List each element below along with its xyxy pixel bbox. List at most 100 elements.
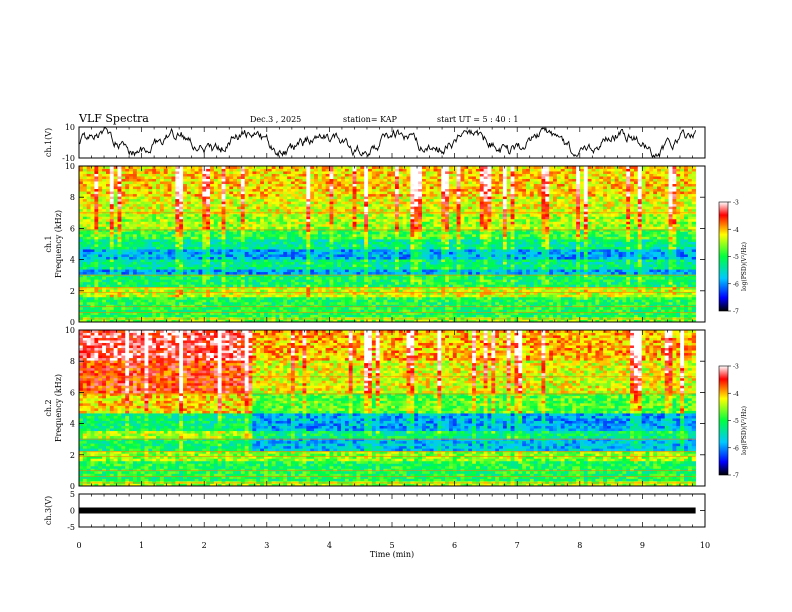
spectrogram-cell	[159, 281, 165, 285]
spectrogram-cell	[279, 259, 284, 263]
spectrogram-cell	[129, 311, 134, 315]
spectrogram-cell	[364, 176, 369, 179]
spectrogram-cell	[109, 269, 115, 273]
spectrogram-cell	[314, 289, 319, 293]
spectrogram-cell	[263, 306, 269, 310]
spectrogram-cell	[94, 271, 99, 275]
spectrogram-cell	[86, 178, 91, 182]
spectrogram-cell	[163, 301, 169, 305]
spectrogram-cell	[290, 206, 296, 210]
spectrogram-cell	[321, 296, 327, 300]
spectrogram-cell	[213, 299, 219, 303]
spectrogram-cell	[348, 291, 354, 295]
spectrogram-cell	[244, 221, 249, 225]
spectrogram-cell	[198, 286, 203, 290]
spectrogram-cell	[82, 276, 88, 280]
spectrogram-cell	[79, 216, 84, 220]
spectrogram-cell	[221, 249, 226, 252]
spectrogram-cell	[256, 166, 261, 169]
spectrogram-cell	[283, 249, 288, 252]
spectrogram-cell	[98, 304, 103, 308]
spectrogram-cell	[240, 188, 246, 192]
spectrogram-cell	[213, 241, 219, 245]
spectrogram-cell	[206, 171, 211, 174]
spectrogram-cell	[186, 176, 192, 179]
spectrogram-cell	[348, 301, 354, 305]
spectrogram-cell	[186, 289, 192, 293]
spectrogram-cell	[317, 173, 323, 177]
spectrogram-cell	[279, 181, 284, 185]
spectrogram-cell	[202, 186, 207, 190]
spectrogram-cell	[79, 259, 84, 263]
spectrogram-cell	[244, 246, 249, 250]
spectrogram-cell	[171, 269, 176, 273]
spectrogram-cell	[179, 264, 184, 268]
spectrogram-cell	[271, 319, 276, 323]
spectrogram-cell	[267, 168, 273, 172]
spectrogram-cell	[287, 256, 292, 260]
spectrogram-cell	[310, 226, 315, 230]
spectrogram-cell	[183, 291, 188, 295]
spectrogram-cell	[333, 286, 338, 290]
spectrogram-cell	[229, 208, 234, 212]
spectrogram-cell	[263, 316, 269, 320]
spectrogram-cell	[109, 178, 115, 182]
spectrogram-cell	[144, 206, 149, 210]
spectrogram-cell	[152, 193, 157, 197]
spectrogram-cell	[325, 316, 330, 320]
spectrogram-cell	[237, 314, 242, 318]
spectrogram-cell	[98, 306, 103, 310]
spectrogram-cell	[294, 171, 300, 174]
spectrogram-cell	[310, 279, 315, 283]
spectrogram-cell	[364, 233, 369, 237]
spectrogram-cell	[206, 186, 211, 190]
spectrogram-cell	[210, 244, 215, 247]
spectrogram-cell	[179, 231, 184, 235]
spectrogram-cell	[237, 309, 242, 313]
spectrogram-cell	[105, 316, 111, 320]
spectrogram-cell	[267, 306, 273, 310]
spectrogram-cell	[360, 188, 365, 192]
spectrogram-cell	[341, 203, 346, 207]
spectrogram-cell	[194, 286, 199, 290]
spectrogram-cell	[348, 299, 354, 303]
spectrogram-cell	[94, 261, 99, 265]
spectrogram-cell	[79, 276, 84, 280]
spectrogram-cell	[194, 296, 199, 300]
spectrogram-cell	[290, 244, 296, 247]
spectrogram-cell	[202, 183, 207, 187]
spectrogram-cell	[302, 203, 307, 207]
spectrogram-cell	[244, 244, 249, 247]
spectrogram-cell	[244, 264, 249, 268]
spectrogram-cell	[117, 271, 122, 275]
spectrogram-cell	[167, 231, 172, 235]
spectrogram-cell	[260, 173, 265, 177]
spectrogram-cell	[364, 181, 369, 185]
spectrogram-cell	[148, 183, 153, 187]
spectrogram-cell	[348, 251, 354, 255]
spectrogram-cell	[190, 294, 196, 298]
spectrogram-cell	[344, 284, 350, 288]
spectrogram-cell	[298, 203, 303, 207]
spectrogram-cell	[337, 191, 342, 195]
spectrogram-cell	[202, 259, 207, 263]
spectrogram-cell	[279, 314, 284, 318]
spectrogram-cell	[117, 193, 122, 197]
spectrogram-cell	[252, 198, 257, 202]
spectrogram-cell	[121, 178, 126, 182]
spectrogram-cell	[263, 176, 269, 179]
spectrogram-cell	[275, 299, 280, 303]
spectrogram-cell	[287, 304, 292, 308]
spectrogram-cell	[90, 269, 95, 273]
spectrogram-cell	[167, 311, 172, 315]
spectrogram-cell	[86, 309, 91, 313]
spectrogram-cell	[125, 201, 130, 205]
spectrogram-cell	[194, 233, 199, 237]
spectrogram-cell	[263, 178, 269, 182]
spectrogram-cell	[229, 213, 234, 217]
spectrogram-cell	[256, 294, 261, 298]
spectrogram-cell	[202, 203, 207, 207]
spectrogram-cell	[229, 171, 234, 174]
spectrogram-cell	[237, 208, 242, 212]
spectrogram-cell	[290, 198, 296, 202]
